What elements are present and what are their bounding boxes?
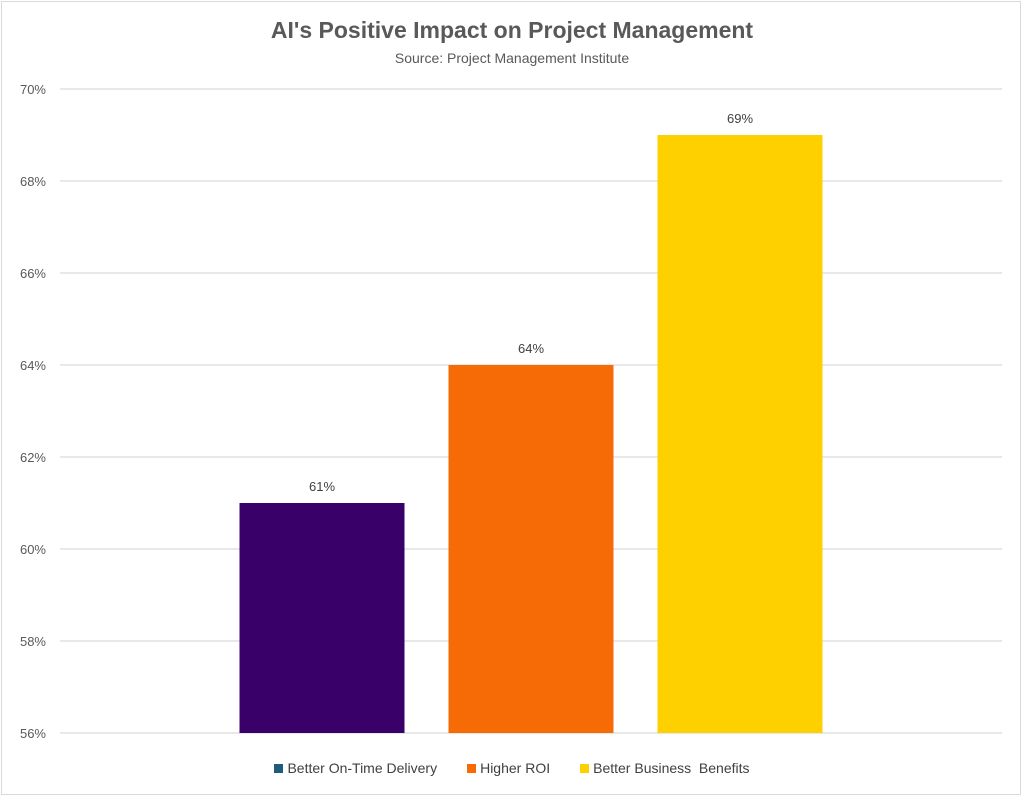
bar [657,135,823,733]
y-tick-label: 62% [20,450,46,465]
legend-label: Better On-Time Delivery [287,760,438,776]
chart-subtitle: Source: Project Management Institute [394,50,630,66]
legend-swatch [580,763,590,773]
legend-swatch [467,763,477,773]
legend-item: Better Business Benefits [580,760,750,776]
y-tick-label: 70% [20,82,46,97]
bar [448,365,614,733]
y-tick-label: 66% [20,266,46,281]
legend-swatch [274,763,284,773]
y-tick-label: 58% [20,634,46,649]
y-tick-label: 68% [20,174,46,189]
legend: Better On-Time Delivery Higher ROI Better … [0,760,1024,776]
legend-item: Higher ROI [467,760,550,776]
chart-title: AI's Positive Impact on Project Manageme… [270,17,754,43]
data-label: 64% [518,341,544,356]
bar [239,503,405,733]
legend-label: Higher ROI [480,760,551,776]
y-tick-label: 64% [20,358,46,373]
y-tick-label: 56% [20,726,46,741]
legend-item: Better On-Time Delivery [274,760,437,776]
data-label: 61% [309,479,335,494]
legend-label: Better Business Benefits [593,760,750,776]
y-tick-label: 60% [20,542,46,557]
data-label: 69% [727,111,753,126]
